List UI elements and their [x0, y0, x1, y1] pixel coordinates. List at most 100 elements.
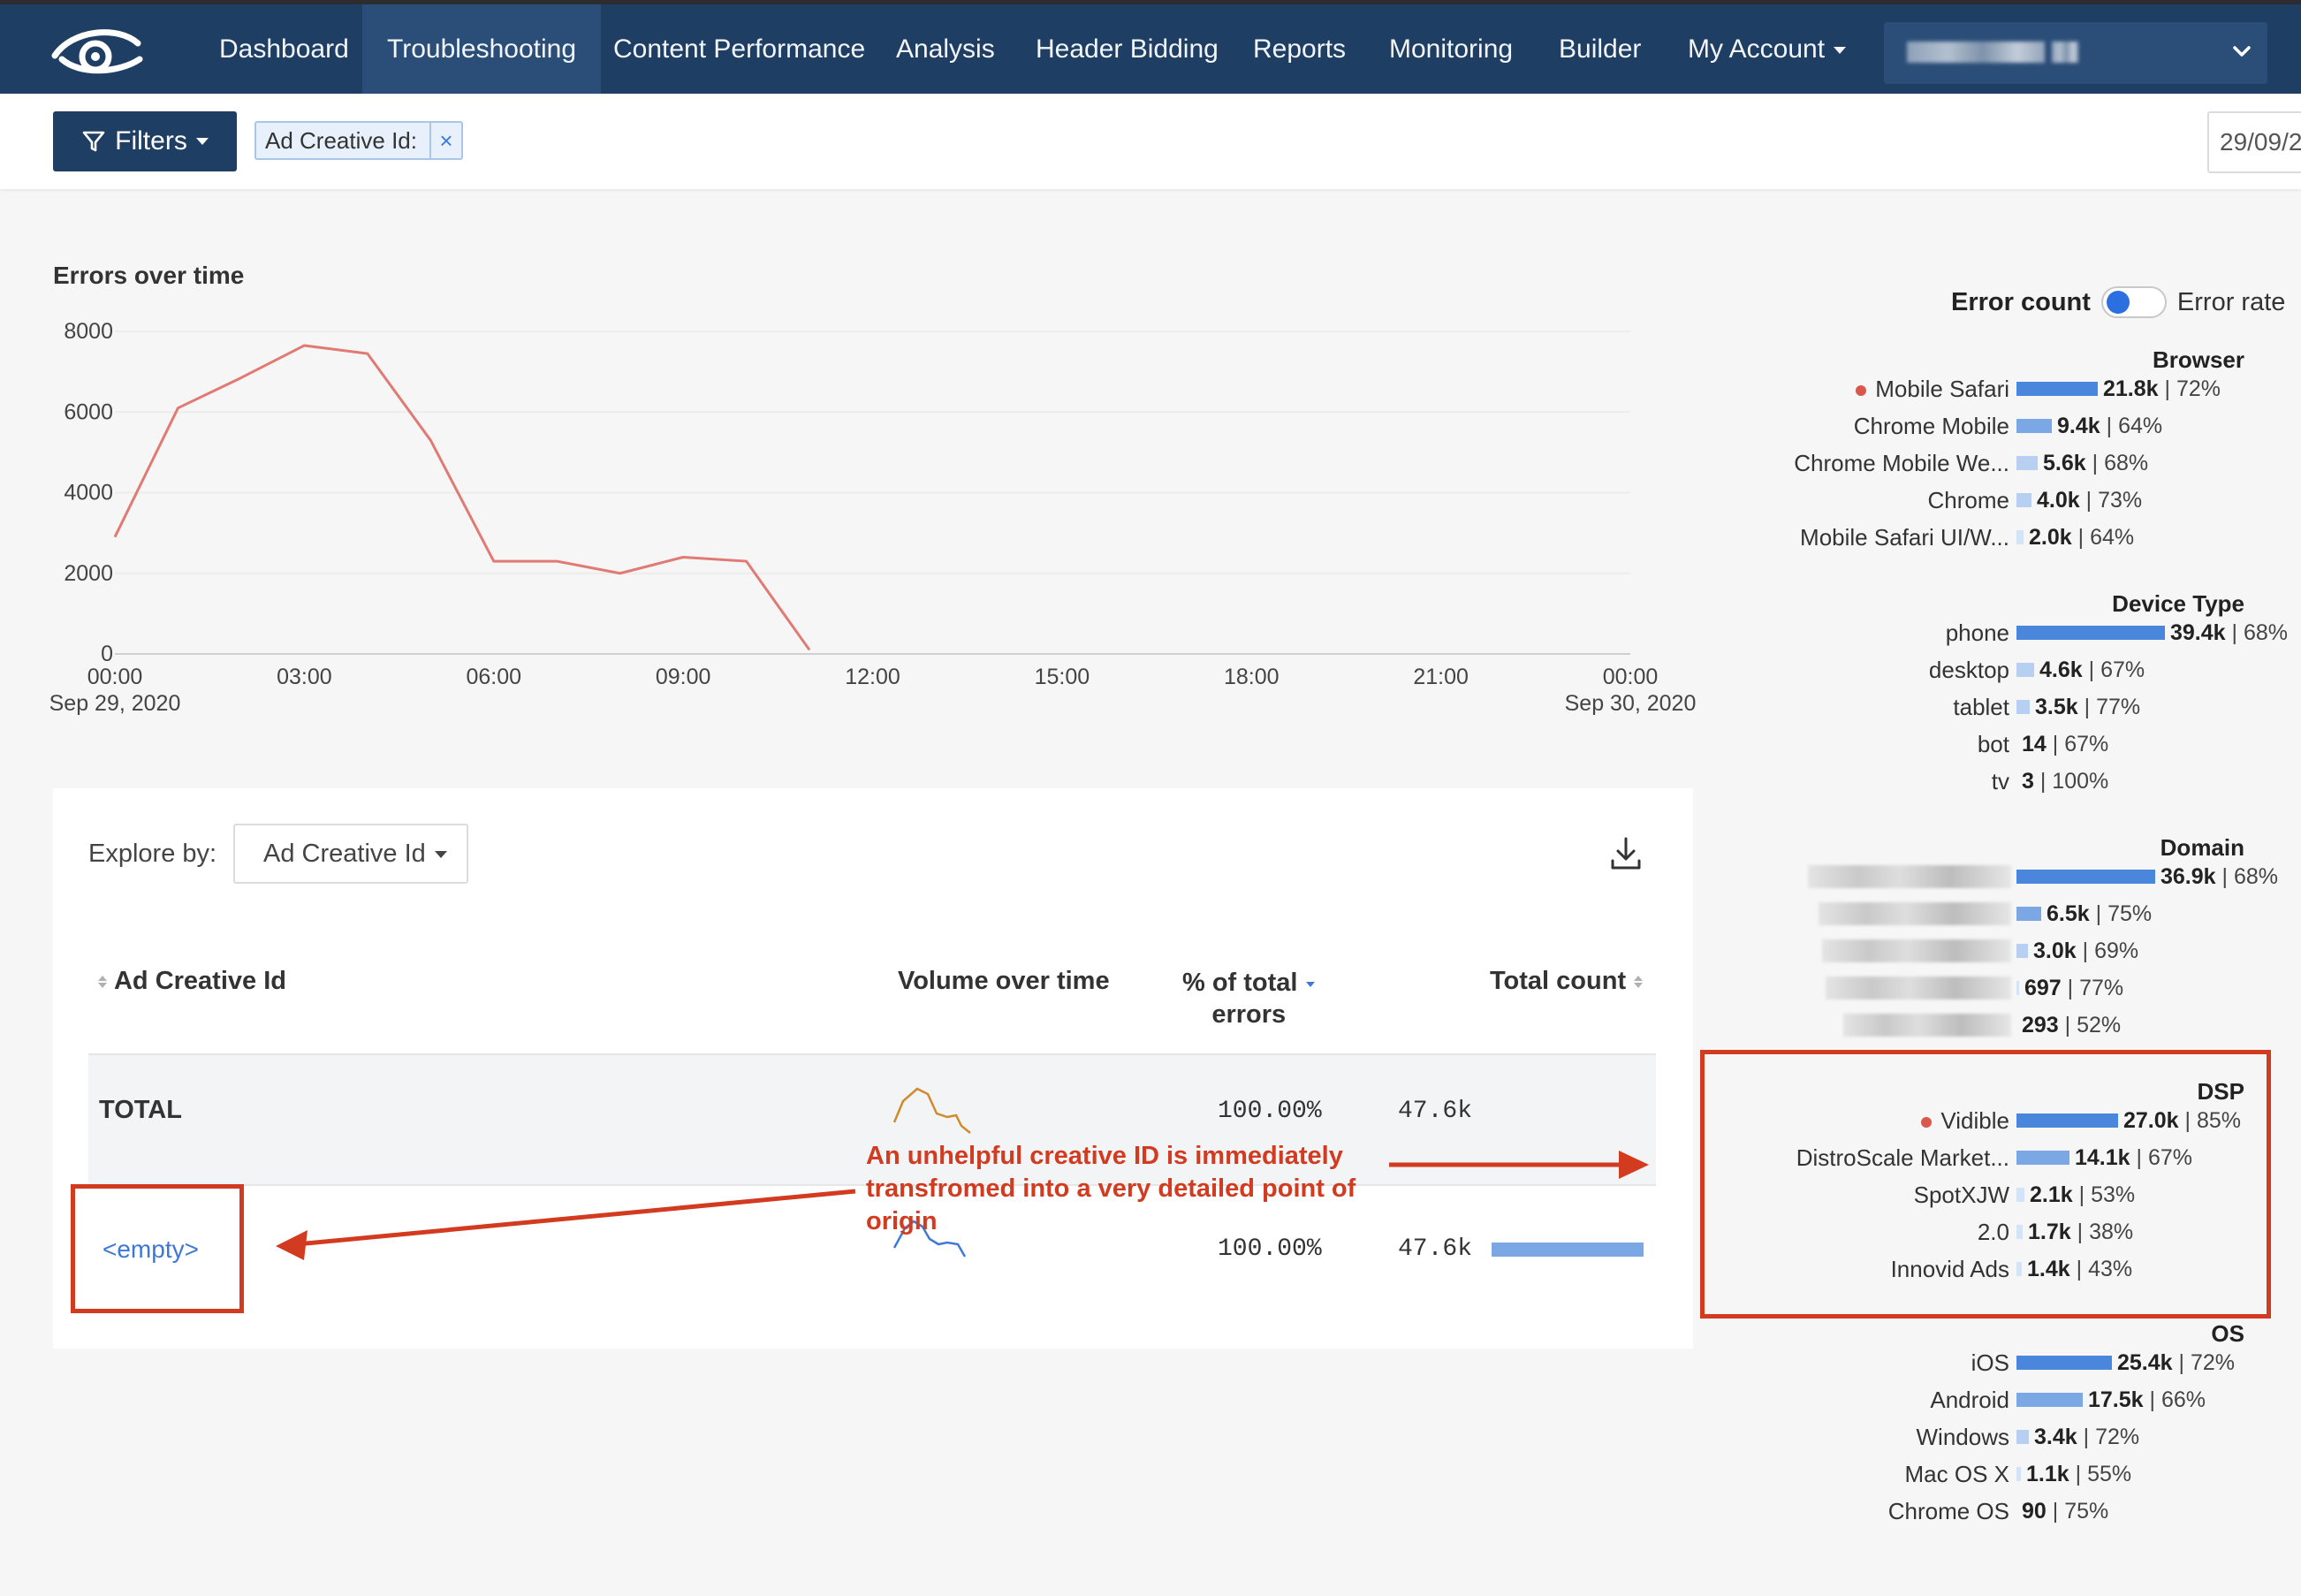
- nav-header-bidding[interactable]: Header Bidding: [1036, 34, 1219, 64]
- breakdown-count: 1.1k: [2026, 1462, 2069, 1486]
- breakdown-separator: |: [2089, 901, 2108, 926]
- breakdown-separator: |: [2061, 976, 2080, 1000]
- breakdown-row[interactable]: Chrome Mobile We... 5.6k | 68%: [0, 445, 2301, 481]
- nav-reports[interactable]: Reports: [1253, 34, 1347, 64]
- creative-id-empty-link[interactable]: <empty>: [103, 1235, 199, 1263]
- breakdown-bar: [2016, 530, 2024, 544]
- breakdown-row[interactable]: 293 | 52%: [0, 1007, 2301, 1043]
- breakdown-row[interactable]: Chrome Mobile 9.4k | 64%: [0, 408, 2301, 444]
- y-tick-label: 2000: [64, 561, 113, 586]
- breakdown-row[interactable]: 2.0 1.7k | 38%: [0, 1214, 2301, 1250]
- breakdown-item-name: tv: [1992, 764, 2009, 799]
- breakdown-pct: 77%: [2079, 976, 2124, 1000]
- breakdown-separator: |: [2077, 1425, 2096, 1449]
- breakdown-row[interactable]: 3.0k | 69%: [0, 933, 2301, 969]
- breakdown-count: 2.1k: [2030, 1182, 2073, 1207]
- explore-by-select[interactable]: Ad Creative Id: [233, 824, 468, 884]
- column-header-label: Total count: [1490, 967, 1627, 995]
- breakdown-row[interactable]: 6.5k | 75%: [0, 896, 2301, 931]
- x-tick-label: 00:00: [1603, 665, 1659, 689]
- annotation-box-dsp: [1700, 1050, 2271, 1319]
- breakdown-count: 1.7k: [2028, 1220, 2071, 1244]
- column-header-pct-total[interactable]: % of total errors: [1182, 967, 1316, 1030]
- column-header-volume: Volume over time: [898, 967, 1110, 995]
- explore-by-selected: Ad Creative Id: [263, 840, 426, 868]
- breakdown-row[interactable]: phone 39.4k | 68%: [0, 615, 2301, 650]
- breakdown-bar: [2016, 382, 2098, 396]
- nav-monitoring[interactable]: Monitoring: [1389, 34, 1514, 64]
- breakdown-row[interactable]: tv 3 | 100%: [0, 764, 2301, 799]
- breakdown-row[interactable]: Chrome 4.0k | 73%: [0, 483, 2301, 518]
- nav-analysis[interactable]: Analysis: [896, 34, 995, 64]
- nav-builder[interactable]: Builder: [1559, 34, 1642, 64]
- breakdown-item-name: Chrome: [1928, 483, 2009, 518]
- nav-my-account[interactable]: My Account: [1663, 4, 1871, 94]
- series-line: [113, 344, 811, 651]
- breakdown-row[interactable]: desktop 4.6k | 67%: [0, 652, 2301, 688]
- breakdown-separator: |: [2158, 376, 2176, 401]
- breakdown-row[interactable]: SpotXJW 2.1k | 53%: [0, 1177, 2301, 1212]
- filter-chip-ad-creative-id: Ad Creative Id: ×: [254, 121, 463, 160]
- breakdown-count: 3: [2022, 769, 2034, 794]
- column-header-total-count[interactable]: Total count: [1490, 967, 1644, 996]
- date-range-input[interactable]: 29/09/2: [2207, 111, 2301, 173]
- row-sparkline: [892, 1220, 967, 1258]
- column-header-ad-creative-id[interactable]: Ad Creative Id: [97, 967, 286, 996]
- breakdown-row[interactable]: Innovid Ads 1.4k | 43%: [0, 1251, 2301, 1287]
- filters-button[interactable]: Filters: [53, 111, 237, 171]
- breakdown-count: 1.4k: [2027, 1257, 2070, 1281]
- close-icon[interactable]: ×: [429, 123, 461, 158]
- nav-content-performance[interactable]: Content Performance: [613, 34, 866, 64]
- breakdown-value: 2.1k | 53%: [2030, 1177, 2135, 1212]
- breakdown-separator: |: [2079, 488, 2099, 513]
- breakdown-separator: |: [2215, 864, 2234, 889]
- error-count-rate-toggle[interactable]: [2100, 286, 2167, 318]
- download-icon[interactable]: [1610, 836, 1642, 871]
- breakdown-bar: [2016, 456, 2038, 470]
- breakdown-value: 3.0k | 69%: [2033, 933, 2138, 969]
- nav-dashboard[interactable]: Dashboard: [219, 34, 349, 64]
- redacted-domain-name: [1843, 1014, 2011, 1037]
- breakdown-pct: 68%: [2233, 864, 2278, 889]
- total-sparkline: [892, 1087, 971, 1134]
- breakdown-value: 4.6k | 67%: [2039, 652, 2145, 688]
- breakdown-row[interactable]: Mobile Safari UI/W... 2.0k | 64%: [0, 520, 2301, 555]
- breakdown-row[interactable]: Windows 3.4k | 72%: [0, 1419, 2301, 1455]
- breakdown-item-label: Chrome Mobile We...: [1794, 450, 2009, 476]
- redacted-domain-name: [1819, 902, 2011, 925]
- breakdown-pct: 77%: [2096, 695, 2141, 719]
- breakdown-row[interactable]: Chrome OS 90 | 75%: [0, 1493, 2301, 1529]
- breakdown-row[interactable]: Android 17.5k | 66%: [0, 1382, 2301, 1417]
- breakdown-row[interactable]: 36.9k | 68%: [0, 859, 2301, 894]
- breakdown-pct: 53%: [2091, 1182, 2136, 1207]
- nav-troubleshooting[interactable]: Troubleshooting: [362, 4, 602, 94]
- explore-by-label: Explore by:: [88, 840, 217, 868]
- account-select[interactable]: [1884, 22, 2267, 84]
- redacted-account-name: [2052, 42, 2078, 63]
- breakdown-title-domain: Domain: [2160, 834, 2244, 861]
- breakdown-row[interactable]: Mobile Safari 21.8k | 72%: [0, 371, 2301, 407]
- breakdown-row[interactable]: DistroScale Market... 14.1k | 67%: [0, 1140, 2301, 1175]
- breakdown-pct: 72%: [2190, 1350, 2235, 1375]
- breakdown-pct: 73%: [2098, 488, 2143, 513]
- breakdown-row[interactable]: bot 14 | 67%: [0, 726, 2301, 762]
- breakdown-item-label: 2.0: [1977, 1219, 2009, 1245]
- breakdown-item-label: desktop: [1928, 657, 2009, 683]
- breakdown-row[interactable]: 697 | 77%: [0, 970, 2301, 1006]
- nav-my-account-label: My Account: [1688, 34, 1826, 64]
- breakdown-row[interactable]: iOS 25.4k | 72%: [0, 1345, 2301, 1380]
- breakdown-value: 39.4k | 68%: [2170, 615, 2288, 650]
- y-tick-label: 6000: [64, 399, 113, 424]
- breakdown-row[interactable]: Mac OS X 1.1k | 55%: [0, 1456, 2301, 1492]
- breakdown-pct: 52%: [2077, 1013, 2122, 1037]
- eye-logo-icon[interactable]: [49, 24, 145, 77]
- breakdown-item-label: SpotXJW: [1913, 1182, 2009, 1208]
- breakdown-separator: |: [2069, 1462, 2088, 1486]
- breakdown-count: 4.0k: [2037, 488, 2080, 513]
- filter-chip-label: Ad Creative Id:: [265, 126, 417, 154]
- breakdown-row[interactable]: tablet 3.5k | 77%: [0, 689, 2301, 725]
- breakdown-separator: |: [2077, 695, 2097, 719]
- breakdown-row[interactable]: Vidible 27.0k | 85%: [0, 1103, 2301, 1138]
- caret-down-icon: [434, 851, 447, 859]
- filters-button-label: Filters: [115, 126, 187, 156]
